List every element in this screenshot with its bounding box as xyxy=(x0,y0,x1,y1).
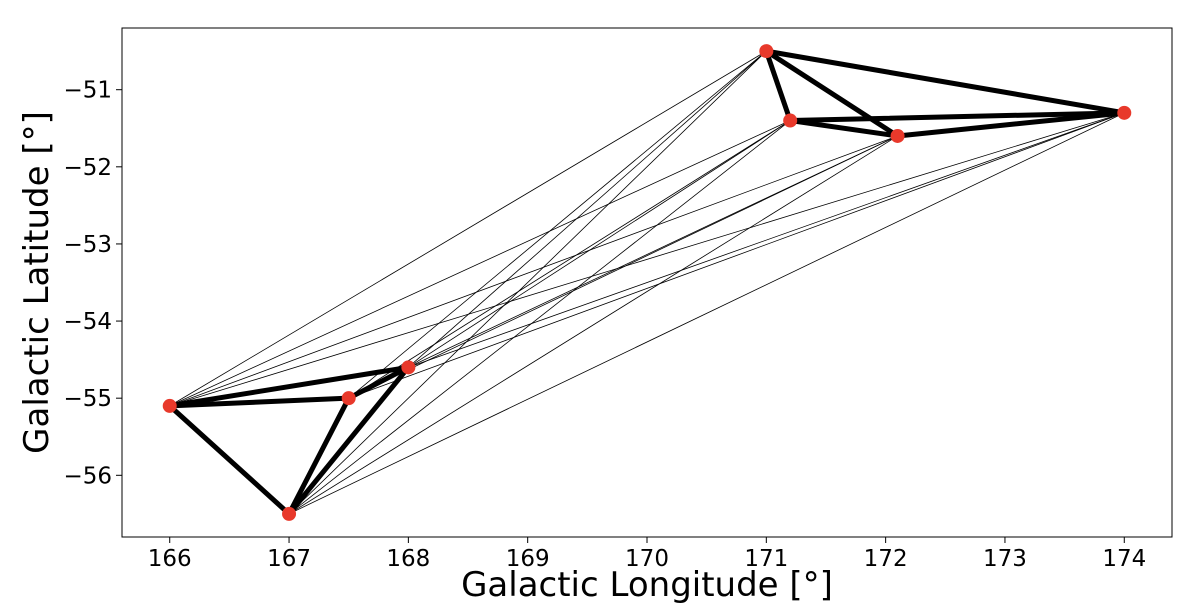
points xyxy=(162,44,1132,521)
y-tick-label: −55 xyxy=(63,386,112,412)
strong-edge xyxy=(763,48,793,124)
strong-edges xyxy=(167,48,1127,517)
y-tick-label: −54 xyxy=(63,309,112,335)
weak-edge xyxy=(348,120,791,399)
strong-edge xyxy=(167,403,292,517)
y-ticks: −51 −52 −53 −54 −55 −56 xyxy=(63,78,122,489)
strong-edge xyxy=(167,395,352,409)
weak-edge xyxy=(348,50,767,399)
y-tick-label: −51 xyxy=(63,78,112,104)
data-point xyxy=(162,398,177,413)
data-point xyxy=(783,113,798,128)
x-tick-label: 172 xyxy=(864,546,908,572)
weak-edge xyxy=(169,135,898,407)
strong-edge xyxy=(167,364,411,409)
data-point xyxy=(1117,105,1132,120)
y-tick-label: −52 xyxy=(63,155,112,181)
strong-edge xyxy=(763,48,1127,116)
x-tick-label: 174 xyxy=(1102,546,1146,572)
strong-edge xyxy=(895,110,1127,139)
data-point xyxy=(890,128,905,143)
strong-edge xyxy=(286,395,352,517)
data-point xyxy=(759,44,774,59)
data-point xyxy=(401,360,416,375)
data-point xyxy=(282,506,297,521)
weak-edge xyxy=(288,112,1125,515)
x-tick-label: 171 xyxy=(744,546,788,572)
y-tick-label: −53 xyxy=(63,232,112,258)
y-tick-label: −56 xyxy=(63,463,112,489)
weak-edge xyxy=(408,112,1125,368)
weak-edge xyxy=(169,112,1125,407)
strong-edge xyxy=(787,110,1127,124)
weak-edges xyxy=(169,50,1125,515)
y-axis-label: Galactic Latitude [°] xyxy=(17,111,57,454)
weak-edge xyxy=(288,50,767,515)
weak-edge xyxy=(408,135,898,368)
weak-edge xyxy=(288,135,898,515)
strong-edge xyxy=(763,48,901,139)
x-ticks: 166 167 168 169 170 171 172 173 174 xyxy=(148,537,1146,572)
x-tick-label: 170 xyxy=(625,546,669,572)
weak-edge xyxy=(169,120,791,407)
x-tick-label: 167 xyxy=(267,546,311,572)
strong-edge xyxy=(286,364,411,517)
strong-edge xyxy=(787,118,901,139)
weak-edge xyxy=(408,120,791,368)
x-tick-label: 166 xyxy=(148,546,192,572)
weak-edge xyxy=(408,50,767,368)
weak-edge xyxy=(169,50,767,407)
strong-edge xyxy=(346,364,411,401)
x-tick-label: 173 xyxy=(983,546,1027,572)
weak-edge xyxy=(288,120,791,515)
data-point xyxy=(341,391,356,406)
weak-edge xyxy=(348,112,1125,399)
x-tick-label: 168 xyxy=(386,546,430,572)
x-tick-label: 169 xyxy=(506,546,550,572)
x-axis-label: Galactic Longitude [°] xyxy=(461,565,833,605)
